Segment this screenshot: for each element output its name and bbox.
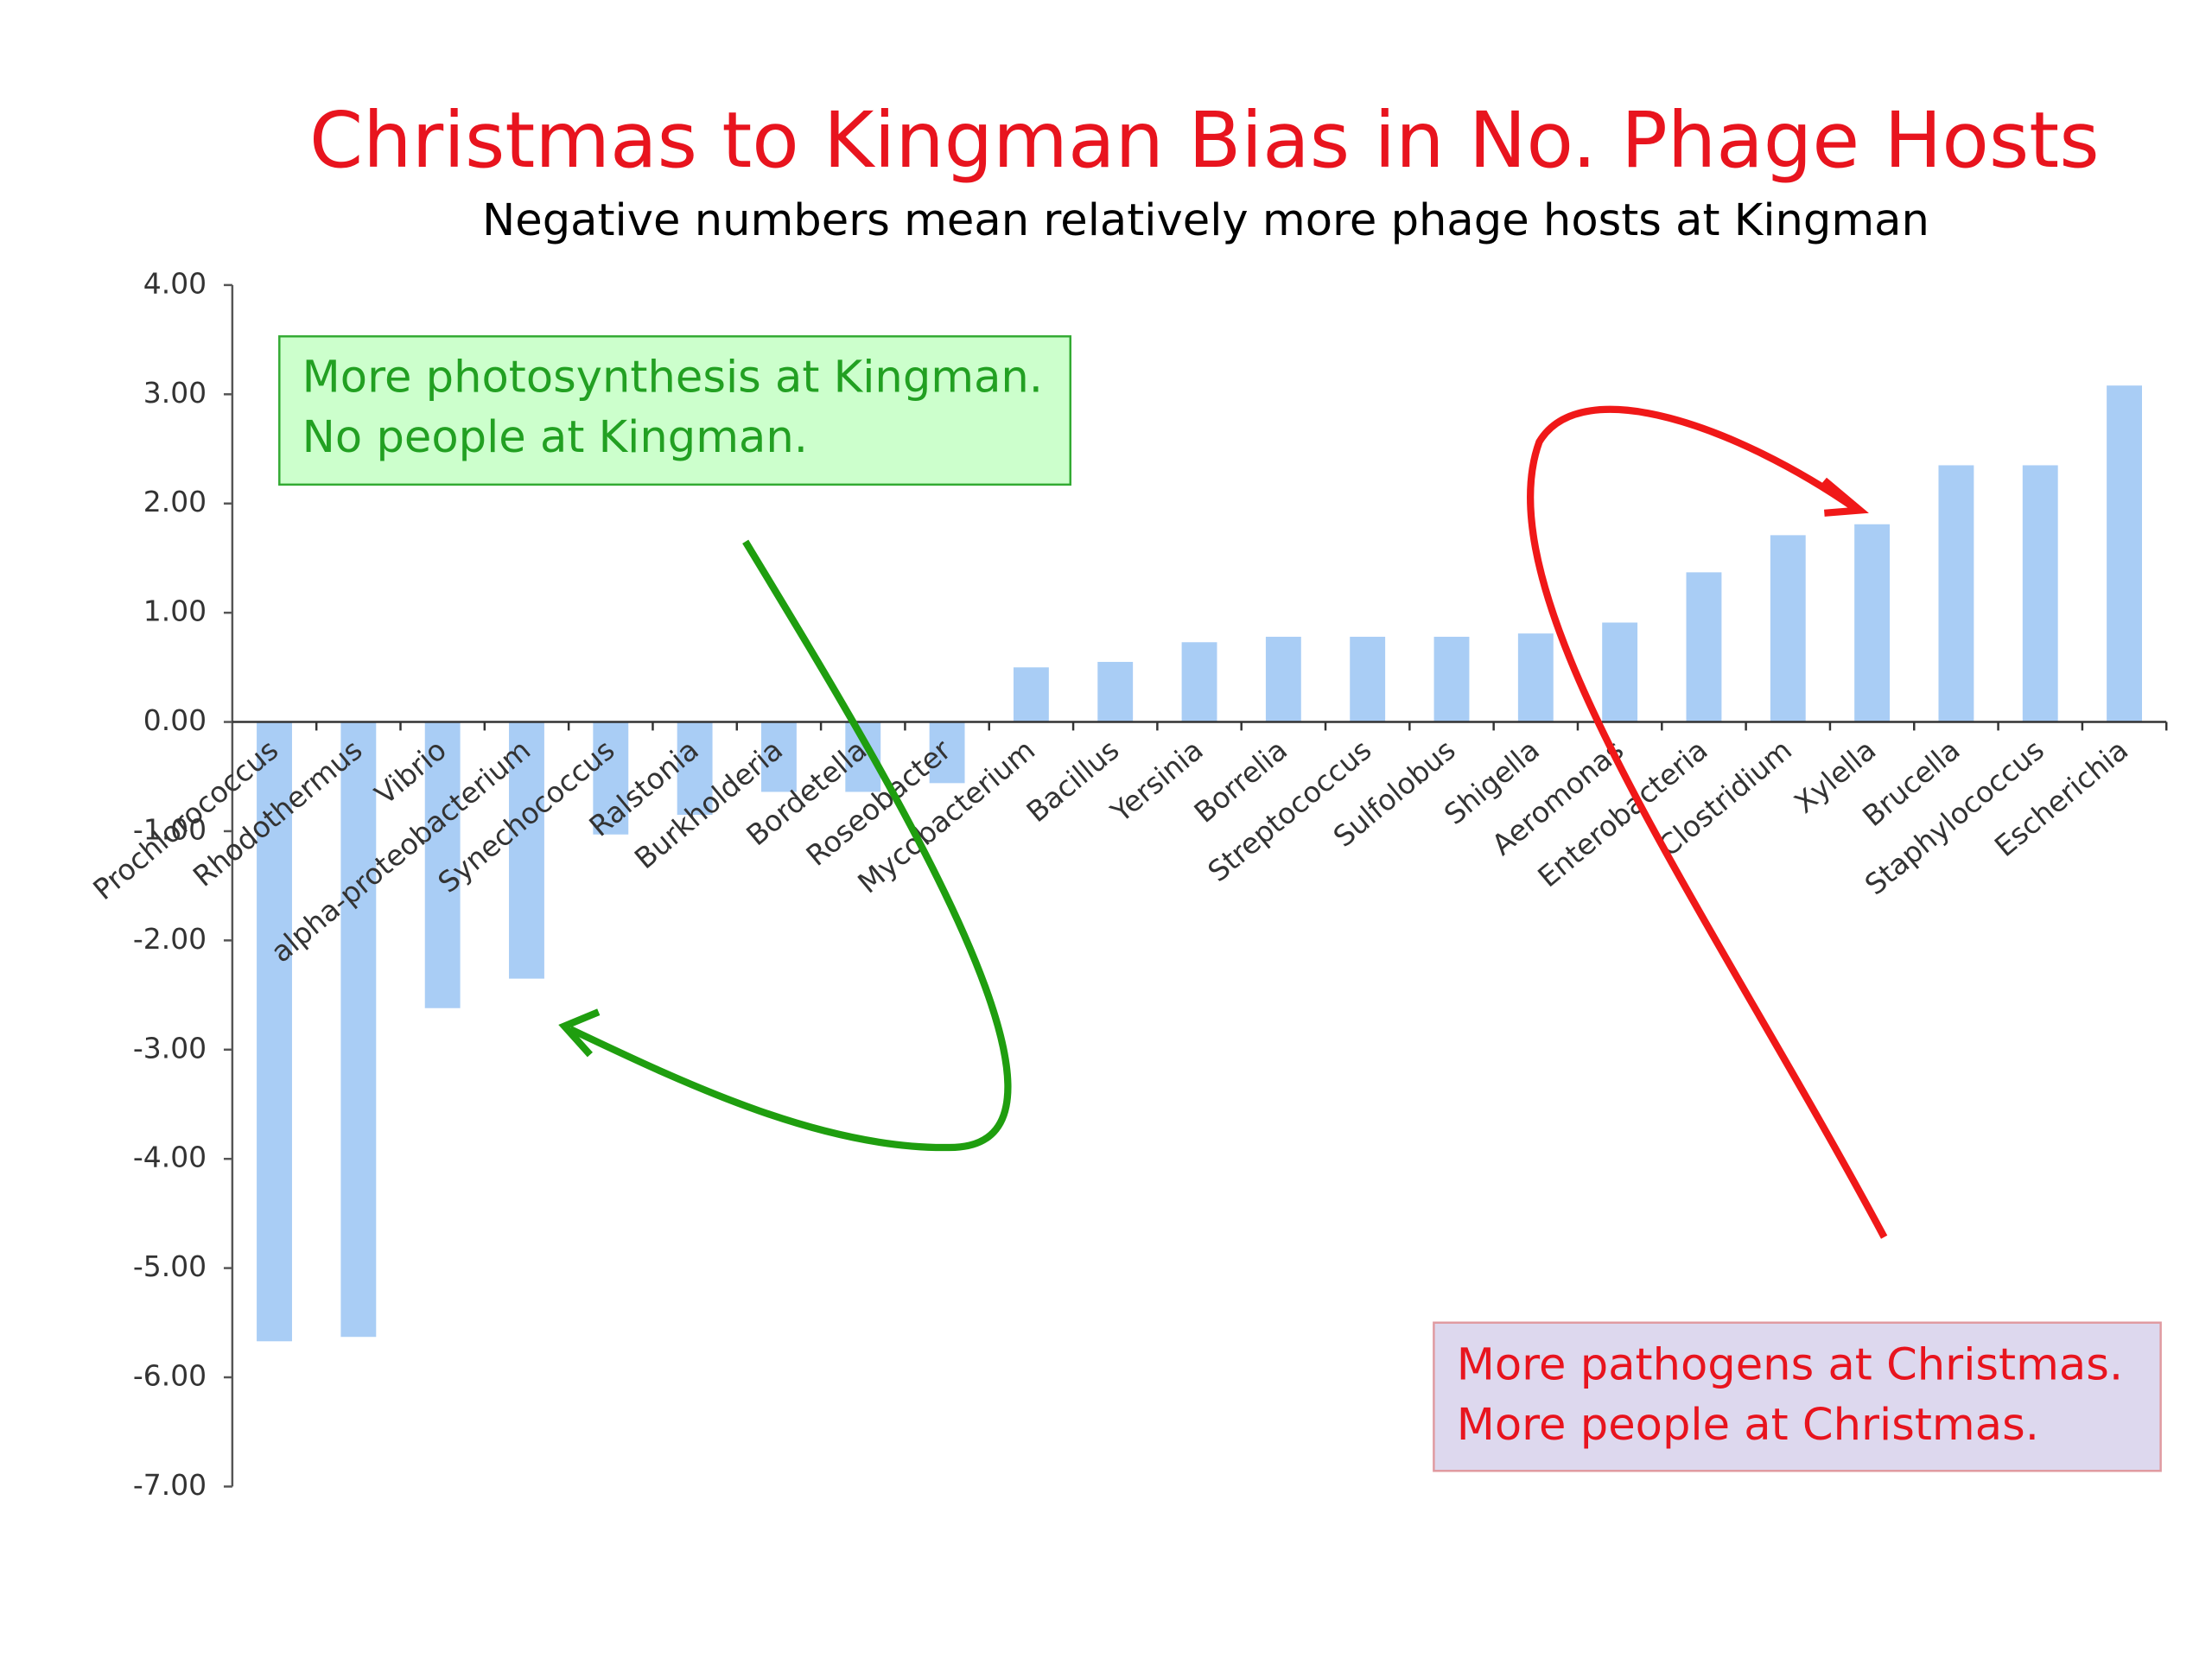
bar: [1350, 636, 1386, 722]
bar: [1433, 636, 1470, 722]
bar: [1686, 572, 1722, 722]
bar: [2022, 465, 2058, 722]
y-tick-label: 1.00: [143, 594, 207, 628]
y-tick-label: -7.00: [133, 1468, 207, 1502]
bar: [593, 721, 629, 835]
y-tick-label: 2.00: [143, 485, 207, 518]
bar: [509, 721, 544, 979]
bar: [761, 721, 797, 792]
arrow: [569, 539, 1012, 1152]
y-tick-label: -6.00: [133, 1359, 207, 1393]
bar: [1770, 535, 1806, 722]
bar: [257, 721, 292, 1342]
chart-subtitle: Negative numbers mean relatively more ph…: [482, 195, 1929, 246]
bar: [1854, 524, 1891, 722]
y-tick-label: -5.00: [133, 1249, 207, 1283]
bar: [1181, 642, 1217, 722]
x-tick-label: Yersinia: [1103, 733, 1210, 830]
bar: [2107, 385, 2142, 722]
y-tick-label: -3.00: [133, 1031, 207, 1065]
bar: [1938, 465, 1974, 722]
bar: [1517, 633, 1554, 722]
arrowhead: [1821, 477, 1869, 517]
bar: [1602, 622, 1638, 722]
x-tick-label: Bacillus: [1020, 733, 1125, 829]
arrowhead: [558, 1008, 601, 1058]
annotation-text: No people at Kingman.: [302, 412, 808, 463]
annotation-box: [278, 335, 1071, 486]
chart-title: Christmas to Kingman Bias in No. Phage H…: [309, 96, 2100, 186]
annotation-text: More people at Christmas.: [1457, 1400, 2039, 1451]
bar: [1013, 667, 1049, 722]
arrow: [1527, 405, 1888, 1239]
y-tick-label: 3.00: [143, 376, 207, 410]
bar: [929, 721, 965, 784]
y-tick-label: -1.00: [133, 812, 207, 846]
y-tick-label: -2.00: [133, 922, 207, 956]
annotation-text: More pathogens at Christmas.: [1457, 1340, 2123, 1391]
annotation-box: [1433, 1321, 2162, 1472]
y-tick-label: -4.00: [133, 1141, 207, 1174]
bar: [1265, 636, 1301, 722]
bar: [1097, 662, 1134, 722]
y-tick-label: 0.00: [143, 703, 207, 737]
y-tick-label: 4.00: [143, 266, 207, 300]
bar: [340, 721, 377, 1338]
annotation-text: More photosynthesis at Kingman.: [302, 353, 1043, 404]
bar: [424, 721, 461, 1008]
bar: [677, 721, 713, 815]
